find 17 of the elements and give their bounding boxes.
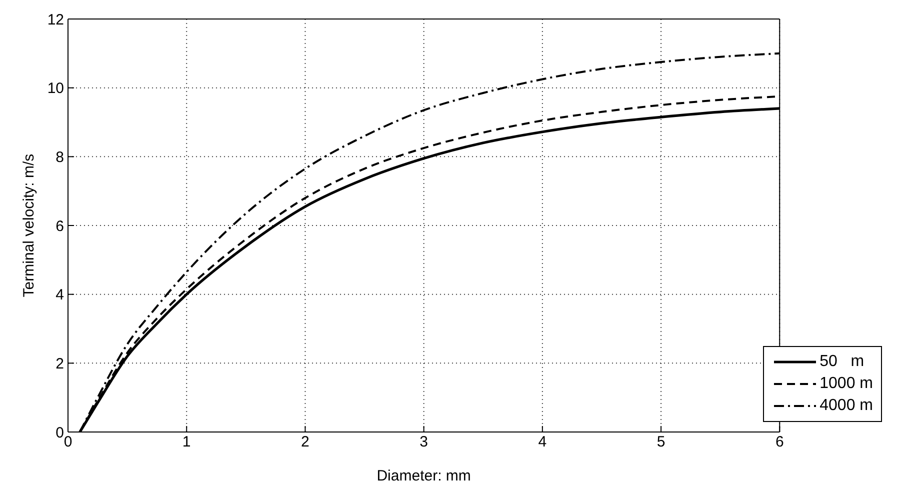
y-tick-label: 6 (56, 218, 64, 235)
x-tick-label: 3 (420, 434, 428, 451)
x-tick-label: 6 (775, 434, 784, 451)
x-axis-title: Diameter: mm (376, 468, 471, 485)
legend-label: 4000 m (820, 396, 873, 416)
y-axis-title: Terminal velocity: m/s (20, 154, 38, 298)
y-tick-label: 12 (47, 11, 64, 28)
x-tick-label: 1 (182, 434, 191, 451)
legend-label: 50 m (820, 352, 864, 372)
legend-label: 1000 m (820, 374, 873, 394)
x-tick-label: 2 (301, 434, 310, 451)
x-tick-label: 5 (656, 434, 666, 451)
y-tick-label: 8 (56, 148, 64, 166)
x-tick-label: 4 (538, 434, 547, 451)
y-tick-label: 2 (56, 355, 64, 372)
y-tick-label: 4 (56, 286, 64, 304)
y-tick-label: 10 (47, 80, 64, 98)
